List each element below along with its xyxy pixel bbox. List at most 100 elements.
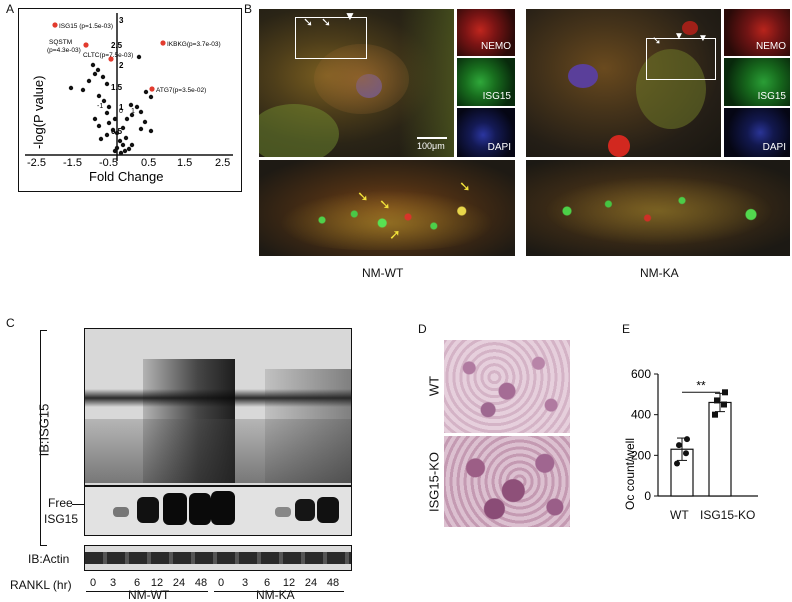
volcano-svg: -2.5 -1.5 -0.5 0.5 1.5 2.5 -1 0 1 3 2.5 …	[25, 13, 233, 184]
panel-label-c: C	[6, 316, 15, 330]
volcano-point-sqstm	[83, 42, 89, 48]
panel-label-a: A	[6, 2, 15, 16]
inset-wt-dapi: DAPI	[457, 108, 515, 157]
micrograph-nm-ka: ➘ ▼ ▼	[526, 9, 721, 157]
data-point	[684, 436, 690, 443]
group-line-ka	[214, 591, 344, 592]
label-free: Free	[48, 496, 73, 510]
scale-bar-label: 100μm	[417, 141, 445, 151]
volcano-xlabel: Fold Change	[89, 169, 163, 184]
lane-label: 6	[263, 577, 271, 589]
channel-label: ISG15	[757, 91, 786, 102]
volcano-point-ikbkg	[160, 40, 166, 46]
channel-label: NEMO	[481, 41, 511, 52]
micrograph-nm-wt: ➘ ➘ ▼ 100μm	[259, 9, 454, 157]
label-rankl: RANKL (hr)	[10, 578, 72, 592]
channel-label: ISG15	[482, 91, 511, 102]
significance-label: **	[696, 378, 706, 392]
blot-smear-lower	[85, 419, 351, 483]
band	[317, 497, 339, 523]
data-point	[674, 460, 680, 467]
volcano-xtick: -1.5	[63, 157, 82, 169]
volcano-xtick-inner: 1	[131, 108, 135, 115]
cell-edge	[399, 9, 454, 157]
lane-label: 12	[150, 577, 164, 589]
volcano-point-atg7	[149, 86, 155, 92]
staining-ko	[444, 436, 570, 527]
lane-label: 24	[172, 577, 186, 589]
yellow-arrow-icon: ➘	[357, 188, 369, 204]
blot-isg15-conjugates	[84, 328, 352, 486]
blot-actin	[84, 545, 352, 571]
cell-body	[314, 44, 409, 114]
blot-free-isg15	[84, 486, 352, 536]
lane-label: 0	[89, 577, 97, 589]
volcano-label-sqstm-p: (p=4.3e-03)	[47, 47, 81, 54]
yellow-arrow-icon: ➘	[379, 196, 391, 212]
inset-wt-isg15: ISG15	[457, 58, 515, 106]
data-point	[721, 401, 727, 408]
volcano-xtick: 2.5	[215, 157, 230, 169]
zoom-box	[295, 17, 367, 59]
zoom-nm-wt: ➘ ➘ ➚ ➘	[259, 160, 515, 256]
yellow-arrow-icon: ➘	[459, 178, 471, 194]
y-axis-label: Oc count/well	[623, 438, 637, 510]
free-isg15-tick	[72, 504, 86, 505]
label-ib-isg15: IB:ISG15	[36, 403, 52, 457]
arrow-icon: ➘	[303, 15, 314, 29]
bracket-ib-isg15	[40, 330, 47, 546]
x-label-ko: ISG15-KO	[700, 508, 756, 522]
band	[189, 493, 211, 525]
group-label-nm-ka: NM-KA	[640, 266, 679, 280]
volcano-label-cltc: CLTC(p=7.5e-03)	[83, 52, 133, 59]
volcano-ytick: 1.5	[111, 83, 123, 92]
red-cell	[608, 135, 630, 157]
y-tick-label: 200	[631, 448, 651, 462]
actin-band	[85, 552, 351, 564]
arrow-icon: ➘	[321, 15, 332, 29]
lane-label: 48	[194, 577, 208, 589]
yellow-arrow-icon: ➚	[389, 226, 401, 242]
lane-label: 6	[133, 577, 141, 589]
label-staining-wt: WT	[426, 375, 442, 397]
group-label-blot-ka: NM-KA	[256, 588, 295, 602]
panel-label-e: E	[622, 322, 631, 336]
x-label-wt: WT	[670, 508, 689, 522]
zoom-nm-ka	[526, 160, 790, 256]
arrow-icon: ▼	[698, 33, 708, 44]
volcano-ytick: 1	[119, 103, 124, 112]
y-tick-label: 600	[631, 367, 651, 381]
green-puncta	[279, 190, 494, 250]
inset-ka-nemo: NEMO	[724, 9, 790, 56]
data-point	[714, 397, 720, 404]
arrow-icon: ➘	[652, 35, 662, 47]
band	[275, 507, 291, 517]
staining-wt	[444, 340, 570, 433]
label-staining-ko: ISG15-KO	[426, 452, 442, 512]
volcano-label-sqstm: SQSTM	[49, 39, 72, 46]
data-point	[712, 411, 718, 418]
volcano-plot: -2.5 -1.5 -0.5 0.5 1.5 2.5 -1 0 1 3 2.5 …	[18, 8, 242, 192]
y-tick-label: 0	[644, 489, 651, 503]
volcano-point-cltc	[108, 56, 114, 62]
y-tick-label: 400	[631, 408, 651, 422]
data-point	[683, 450, 689, 457]
band	[137, 497, 159, 523]
inset-ka-dapi: DAPI	[724, 108, 790, 157]
lane-label: 3	[241, 577, 249, 589]
lane-label: 12	[282, 577, 296, 589]
volcano-xtick-inner: 0	[119, 108, 123, 115]
inset-ka-isg15: ISG15	[724, 58, 790, 106]
data-point	[676, 442, 682, 449]
volcano-xtick: -0.5	[99, 157, 118, 169]
volcano-xtick-inner: -1	[97, 103, 103, 110]
group-label-nm-wt: NM-WT	[362, 266, 404, 280]
volcano-points	[68, 54, 154, 156]
data-point	[722, 389, 728, 396]
label-ib-actin: IB:Actin	[28, 552, 70, 566]
band	[163, 493, 187, 525]
volcano-label-ikbkg: IKBKG(p=3.7e-03)	[167, 41, 221, 48]
band	[211, 491, 235, 525]
nucleus	[568, 64, 598, 88]
zoom-box	[646, 38, 716, 80]
